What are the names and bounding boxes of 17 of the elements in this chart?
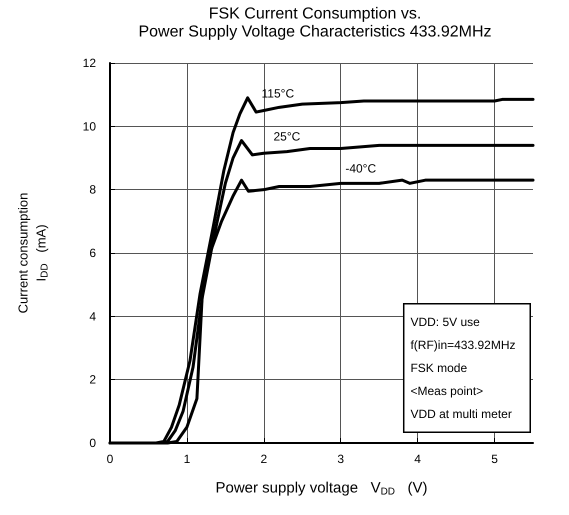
x-tick-label: 4	[414, 452, 422, 466]
chart-title: FSK Current Consumption vs. Power Supply Voltage Characteristics 433.92MHz	[138, 6, 492, 40]
x-tick-label: 2	[260, 452, 268, 466]
y-tick-label: 4	[89, 309, 96, 324]
y-tick-label: 0	[89, 436, 96, 450]
y-tick-label: 10	[82, 119, 96, 134]
x-tick-label: 0	[106, 452, 114, 466]
x-tick-label: 5	[491, 452, 498, 466]
x-tick-label: 1	[184, 452, 191, 466]
series-label: -40°C	[345, 161, 376, 176]
y-tick-label: 12	[82, 56, 96, 70]
y-tick-label: 8	[89, 182, 96, 197]
series-label: 25°C	[273, 130, 301, 144]
annotation: VDD: 5V use f(RF)in=433.92MHz FSK mode <Meas point> VDD at multi meter	[410, 315, 516, 421]
y-tick-label: 6	[89, 246, 96, 260]
x-tick-label: 3	[337, 452, 344, 466]
y-tick-label: 2	[89, 372, 96, 387]
